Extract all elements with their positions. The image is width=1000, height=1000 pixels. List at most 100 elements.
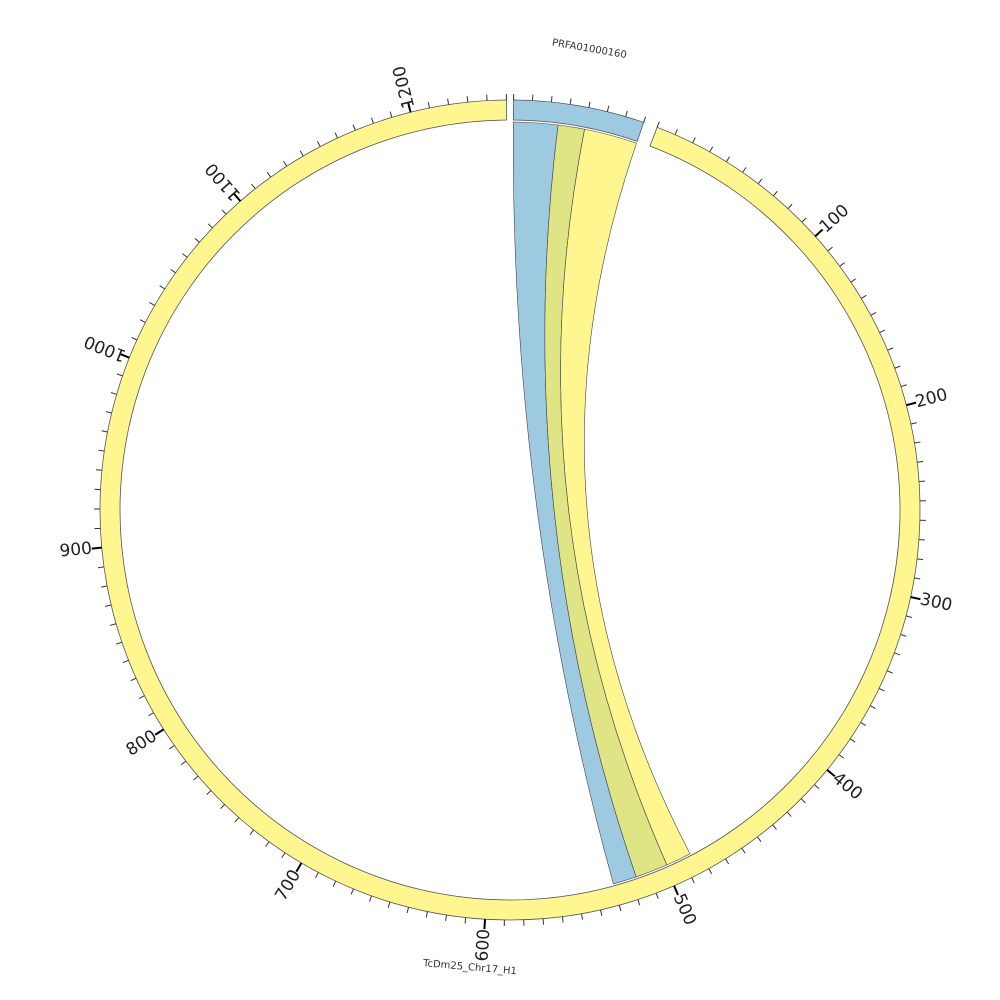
- minor-tick: [773, 190, 778, 197]
- tick-label: 1000: [81, 331, 129, 366]
- major-tick: [407, 102, 412, 113]
- tick-marks: [91, 94, 926, 930]
- minor-tick: [266, 171, 272, 178]
- minor-tick: [315, 872, 319, 879]
- minor-tick: [692, 137, 696, 144]
- minor-tick: [886, 670, 893, 674]
- minor-tick: [194, 238, 200, 243]
- major-tick: [910, 596, 921, 601]
- minor-tick: [116, 641, 123, 645]
- minor-tick: [725, 156, 731, 163]
- minor-tick: [122, 659, 129, 664]
- major-tick: [91, 546, 102, 550]
- minor-tick: [742, 167, 747, 173]
- contig-tick: [606, 105, 610, 112]
- minor-tick: [283, 160, 288, 167]
- minor-tick: [870, 311, 877, 316]
- minor-tick: [709, 146, 714, 153]
- minor-tick: [170, 268, 176, 274]
- minor-tick: [772, 824, 777, 830]
- minor-tick: [370, 117, 374, 124]
- contig-tick: [588, 101, 591, 108]
- minor-tick: [786, 811, 792, 817]
- contig-name-label: PRFA01000160: [551, 37, 627, 61]
- link-ribbons: [512, 121, 691, 885]
- minor-tick: [387, 901, 391, 908]
- contig-tick: [625, 110, 628, 117]
- minor-tick: [169, 745, 175, 750]
- tick-label: 1100: [202, 159, 246, 205]
- minor-tick: [561, 916, 564, 923]
- minor-tick: [894, 365, 901, 369]
- minor-tick: [757, 836, 762, 843]
- chromosome-name-label: TcDm25_Chr17_H1: [422, 958, 518, 977]
- minor-tick: [265, 841, 270, 847]
- minor-tick: [149, 302, 155, 306]
- minor-tick: [741, 847, 746, 854]
- minor-tick: [827, 246, 833, 252]
- minor-tick: [110, 623, 117, 626]
- minor-tick: [299, 150, 304, 157]
- minor-tick: [656, 121, 660, 128]
- minor-tick: [447, 98, 450, 105]
- tick-label: 800: [123, 726, 161, 760]
- minor-tick: [850, 278, 857, 283]
- minor-tick: [581, 913, 584, 920]
- major-tick: [154, 728, 165, 736]
- minor-tick: [249, 829, 255, 835]
- minor-tick: [464, 917, 467, 924]
- minor-tick: [914, 441, 921, 444]
- minor-tick: [618, 905, 622, 912]
- minor-tick: [445, 914, 447, 922]
- minor-tick: [97, 566, 105, 569]
- major-tick: [295, 862, 303, 873]
- minor-tick: [139, 319, 146, 323]
- minor-tick: [637, 899, 641, 906]
- minor-tick: [894, 652, 901, 656]
- minor-tick: [193, 775, 199, 781]
- minor-tick: [849, 738, 856, 743]
- minor-tick: [787, 203, 793, 209]
- minor-tick: [206, 790, 212, 796]
- minor-tick: [878, 687, 885, 692]
- minor-tick: [138, 695, 145, 699]
- minor-tick: [350, 888, 354, 895]
- minor-tick: [110, 392, 117, 395]
- minor-tick: [814, 784, 820, 789]
- minor-tick: [879, 329, 886, 333]
- major-tick: [483, 919, 487, 930]
- minor-tick: [148, 712, 154, 717]
- minor-tick: [131, 336, 138, 341]
- minor-tick: [101, 585, 108, 588]
- minor-tick: [910, 422, 917, 425]
- minor-tick: [708, 868, 713, 875]
- major-tick: [906, 401, 917, 407]
- minor-tick: [655, 892, 659, 899]
- minor-tick: [900, 634, 907, 637]
- tick-label: 500: [669, 891, 700, 929]
- tick-label: 600: [472, 928, 494, 962]
- minor-tick: [917, 461, 924, 463]
- minor-tick: [914, 577, 921, 580]
- minor-tick: [95, 469, 102, 471]
- minor-tick: [101, 430, 108, 433]
- contig-tick: [643, 116, 647, 123]
- major-tick: [119, 353, 130, 359]
- link-ribbon: [560, 128, 691, 866]
- major-tick: [673, 885, 679, 896]
- minor-tick: [839, 262, 845, 267]
- minor-tick: [757, 178, 763, 185]
- minor-tick: [389, 111, 393, 118]
- minor-tick: [352, 124, 356, 131]
- tick-label: 200: [913, 385, 949, 413]
- minor-tick: [870, 705, 876, 709]
- tick-label: 1200: [389, 64, 419, 111]
- minor-tick: [691, 877, 695, 884]
- minor-tick: [427, 102, 430, 109]
- minor-tick: [900, 384, 907, 388]
- minor-tick: [116, 373, 123, 377]
- minor-tick: [98, 449, 105, 452]
- minor-tick: [905, 615, 913, 618]
- minor-tick: [130, 677, 137, 682]
